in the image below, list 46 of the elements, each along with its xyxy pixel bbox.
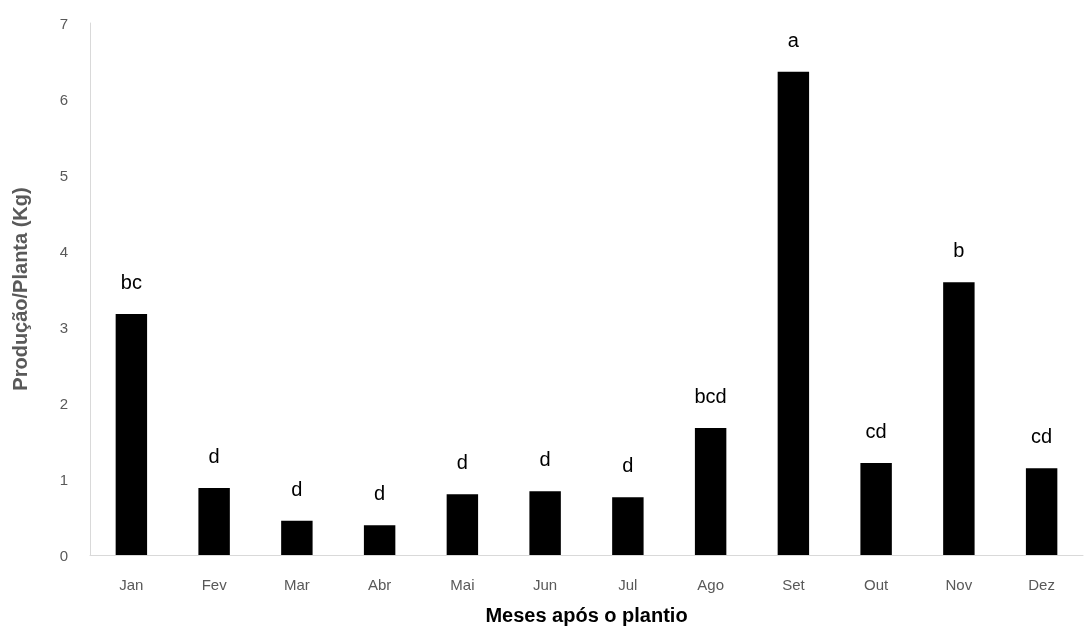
x-tick-label: Nov (945, 576, 973, 593)
annotation: d (456, 451, 468, 474)
annotation: d (374, 482, 386, 505)
bar (363, 525, 396, 555)
bar (777, 71, 810, 555)
y-tick-label: 7 (59, 14, 68, 32)
annotation: d (208, 445, 220, 468)
bar (860, 463, 892, 555)
bar (1025, 468, 1058, 555)
x-tick-label: Out (864, 576, 890, 593)
annotation: d (539, 448, 551, 471)
bar (612, 497, 644, 555)
annotation: cd (1031, 425, 1053, 448)
annotation: d (622, 454, 634, 477)
y-axis-title: Produção/Planta (Kg) (9, 187, 31, 391)
annotation: b (953, 239, 965, 262)
annotation: bc (120, 271, 142, 294)
y-tick-label: 0 (59, 546, 68, 564)
bar (446, 494, 479, 555)
x-tick-label: Mar (283, 576, 310, 593)
y-tick-label: 2 (59, 394, 68, 412)
x-tick-label: Dez (1028, 576, 1055, 593)
y-tick-label: 3 (59, 318, 68, 336)
x-tick-label: Fev (201, 576, 228, 593)
annotation: a (787, 28, 800, 51)
bar (281, 520, 313, 555)
bar (529, 491, 561, 555)
annotation: d (291, 477, 303, 500)
x-axis-title: Meses após o plantio (485, 604, 688, 626)
y-tick-label: 6 (59, 90, 68, 108)
bar (694, 428, 727, 555)
x-tick-label: Jul (618, 576, 638, 593)
bar (198, 488, 230, 555)
bar (943, 282, 975, 555)
x-tick-label: Jun (533, 576, 558, 593)
x-tick-label: Set (782, 576, 806, 593)
x-tick-label: Jan (119, 576, 144, 593)
x-tick-label: Mai (450, 576, 475, 593)
x-tick-label: Ago (697, 576, 724, 593)
x-tick-label: Abr (367, 576, 392, 593)
bar (115, 314, 148, 555)
annotation: cd (865, 420, 887, 443)
y-tick-label: 1 (59, 470, 68, 488)
annotation: bcd (694, 385, 727, 408)
y-tick-label: 4 (59, 242, 68, 260)
y-tick-label: 5 (59, 166, 68, 184)
